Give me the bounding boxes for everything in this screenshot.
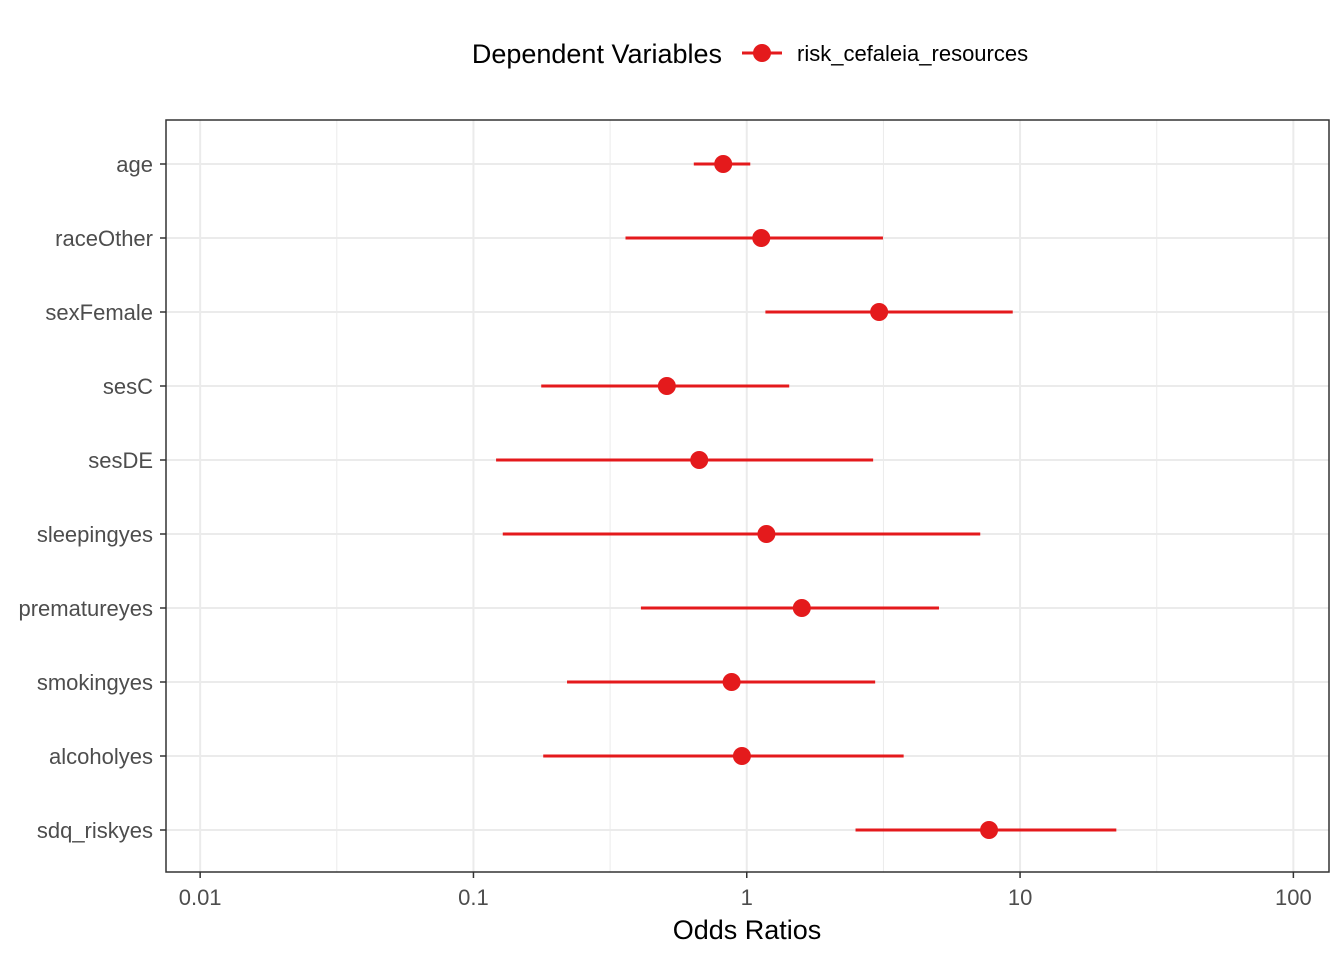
point-estimate-sexfemale: [870, 303, 889, 321]
legend-series-label: risk_cefaleia_resources: [797, 41, 1028, 66]
point-estimate-raceother: [752, 229, 771, 247]
y-tick-label-sesc: sesC: [103, 374, 153, 399]
y-tick-label-sleepingyes: sleepingyes: [37, 522, 153, 547]
legend: Dependent Variables risk_cefaleia_resour…: [472, 39, 1028, 69]
legend-key-point: [753, 44, 771, 62]
point-estimate-age: [714, 155, 733, 173]
x-tick-label: 100: [1275, 885, 1312, 910]
y-tick-label-prematureyes: prematureyes: [18, 596, 153, 621]
plot-panel: [165, 119, 1330, 873]
point-estimate-sesc: [657, 377, 676, 395]
x-axis-title: Odds Ratios: [673, 915, 822, 945]
y-axis: age raceOther sexFemale sesC sesDE sleepingye…: [18, 152, 166, 843]
point-estimate-sleepingyes: [757, 525, 776, 543]
point-estimate-prematureyes: [792, 599, 811, 617]
y-tick-label-sdq-riskyes: sdq_riskyes: [37, 818, 153, 843]
x-tick-label: 10: [1008, 885, 1032, 910]
point-estimate-smokingyes: [722, 673, 741, 691]
y-tick-label-age: age: [116, 152, 153, 177]
data-marks: [496, 155, 1117, 839]
y-tick-label-alcoholyes: alcoholyes: [49, 744, 153, 769]
x-tick-label: 0.1: [458, 885, 489, 910]
x-tick-label: 0.01: [179, 885, 222, 910]
x-axis: 0.01 0.1 1 10 100: [179, 872, 1312, 910]
minor-gridlines: [336, 120, 1158, 872]
point-estimate-alcoholyes: [732, 747, 751, 765]
x-tick-label: 1: [741, 885, 753, 910]
y-tick-label-sexfemale: sexFemale: [45, 300, 153, 325]
point-estimate-sdq-riskyes: [980, 821, 999, 839]
y-tick-label-smokingyes: smokingyes: [37, 670, 153, 695]
legend-title: Dependent Variables: [472, 39, 722, 69]
y-tick-label-sesde: sesDE: [88, 448, 153, 473]
y-tick-label-raceother: raceOther: [55, 226, 153, 251]
point-estimate-sesde: [690, 451, 709, 469]
